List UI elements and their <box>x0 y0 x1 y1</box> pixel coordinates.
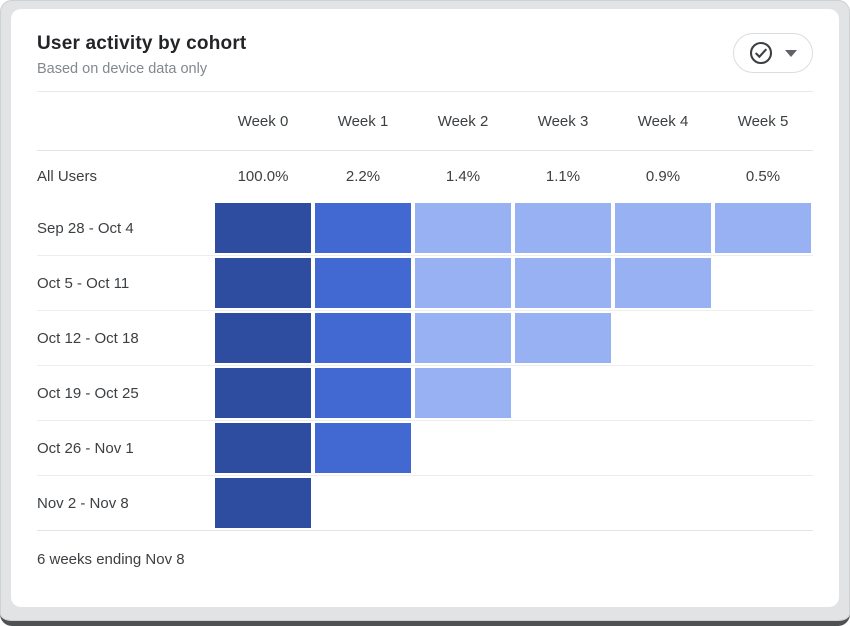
cohort-row: Oct 5 - Oct 11 <box>37 256 813 311</box>
cohort-cell-slot <box>413 476 513 530</box>
week-header: Week 0 <box>237 112 289 130</box>
cohort-label: Oct 26 - Nov 1 <box>37 439 134 457</box>
all-users-value: 100.0% <box>237 167 289 185</box>
all-users-value: 2.2% <box>345 167 381 185</box>
cohort-cell <box>215 258 311 308</box>
cohort-label: Oct 12 - Oct 18 <box>37 329 139 347</box>
cohort-cell-slot <box>513 366 613 420</box>
cohort-cell-slot <box>213 311 313 365</box>
metric-selector-button[interactable] <box>733 33 813 73</box>
cohort-row: Sep 28 - Oct 4 <box>37 201 813 256</box>
cohort-cell <box>315 368 411 418</box>
week-header: Week 5 <box>737 112 789 130</box>
cohort-cell <box>315 258 411 308</box>
cohort-cell-slot <box>613 256 713 310</box>
cohort-cell-slot <box>613 476 713 530</box>
all-users-row: All Users 100.0% 2.2% 1.4% 1.1% 0.9% 0.5% <box>37 151 813 201</box>
cohort-cell-slot <box>713 256 813 310</box>
cohort-cell-slot <box>313 311 413 365</box>
cohort-label: Oct 19 - Oct 25 <box>37 384 139 402</box>
week-header: Week 3 <box>537 112 589 130</box>
cohort-cell <box>215 478 311 528</box>
cohort-cell-slot <box>713 476 813 530</box>
cohort-cell-slot <box>413 366 513 420</box>
cohort-cell-slot <box>313 366 413 420</box>
cohort-cell <box>415 203 511 253</box>
cohort-row: Oct 12 - Oct 18 <box>37 311 813 366</box>
cohort-cell <box>615 258 711 308</box>
all-users-value: 0.5% <box>745 167 781 185</box>
cohort-cell <box>415 313 511 363</box>
card-titles: User activity by cohort Based on device … <box>37 33 246 77</box>
cohort-cell-slot <box>413 256 513 310</box>
cohort-cell-slot <box>213 201 313 255</box>
cohort-cell-slot <box>313 201 413 255</box>
cohort-label: Oct 5 - Oct 11 <box>37 274 130 292</box>
chevron-down-icon <box>785 49 797 57</box>
week-header: Week 1 <box>337 112 389 130</box>
cohort-cell-slot <box>213 366 313 420</box>
cohort-cell-slot <box>713 311 813 365</box>
cohort-cell-slot <box>613 311 713 365</box>
cohort-cell-slot <box>513 421 613 475</box>
cohort-cell-slot <box>413 311 513 365</box>
cohort-cell-slot <box>613 366 713 420</box>
cohort-cell <box>415 258 511 308</box>
cohort-cell-slot <box>413 421 513 475</box>
cohort-cell-slot <box>313 476 413 530</box>
cohort-cell <box>215 423 311 473</box>
cohort-cell-slot <box>713 201 813 255</box>
cohort-row: Oct 26 - Nov 1 <box>37 421 813 476</box>
card-header: User activity by cohort Based on device … <box>37 33 813 77</box>
cohort-cell <box>215 313 311 363</box>
cohort-cell <box>315 423 411 473</box>
cohort-cell <box>215 368 311 418</box>
cohort-cell <box>215 203 311 253</box>
week-header: Week 4 <box>637 112 689 130</box>
cohort-table: Week 0 Week 1 Week 2 Week 3 Week 4 Week 5 All … <box>37 92 813 531</box>
cohort-cell-slot <box>213 421 313 475</box>
cohort-card: User activity by cohort Based on device … <box>11 9 839 607</box>
cohort-cell-slot <box>313 256 413 310</box>
week-header: Week 2 <box>437 112 489 130</box>
cohort-cell-slot <box>313 421 413 475</box>
cohort-label: Sep 28 - Oct 4 <box>37 219 134 237</box>
cohort-cell <box>615 203 711 253</box>
cohort-cell-slot <box>513 311 613 365</box>
all-users-value: 1.4% <box>445 167 481 185</box>
cohort-cell <box>315 313 411 363</box>
card-subtitle: Based on device data only <box>37 61 208 77</box>
cohort-cell <box>715 203 811 253</box>
cohort-cell-slot <box>513 256 613 310</box>
cohort-cell <box>515 203 611 253</box>
cohort-cell-slot <box>213 476 313 530</box>
all-users-label: All Users <box>37 167 98 185</box>
cohort-cell-slot <box>413 201 513 255</box>
cohort-cell-slot <box>613 201 713 255</box>
cohort-row: Oct 19 - Oct 25 <box>37 366 813 421</box>
all-users-value: 0.9% <box>645 167 681 185</box>
check-circle-icon <box>749 41 773 65</box>
header-divider <box>37 91 813 92</box>
cohort-cell-slot <box>513 476 613 530</box>
cohort-cell <box>315 203 411 253</box>
cohort-cell <box>415 368 511 418</box>
cohort-cell-slot <box>613 421 713 475</box>
cohort-cell-slot <box>713 366 813 420</box>
card-title: User activity by cohort <box>37 33 247 54</box>
cohort-cell-slot <box>713 421 813 475</box>
cohort-cell-slot <box>513 201 613 255</box>
week-header-row: Week 0 Week 1 Week 2 Week 3 Week 4 Week 5 <box>37 92 813 151</box>
all-users-value: 1.1% <box>545 167 581 185</box>
cohort-cell <box>515 313 611 363</box>
cohort-row: Nov 2 - Nov 8 <box>37 476 813 531</box>
footer-note: 6 weeks ending Nov 8 <box>37 551 185 568</box>
cohort-cell-slot <box>213 256 313 310</box>
cohort-label: Nov 2 - Nov 8 <box>37 494 129 512</box>
cohort-cell <box>515 258 611 308</box>
